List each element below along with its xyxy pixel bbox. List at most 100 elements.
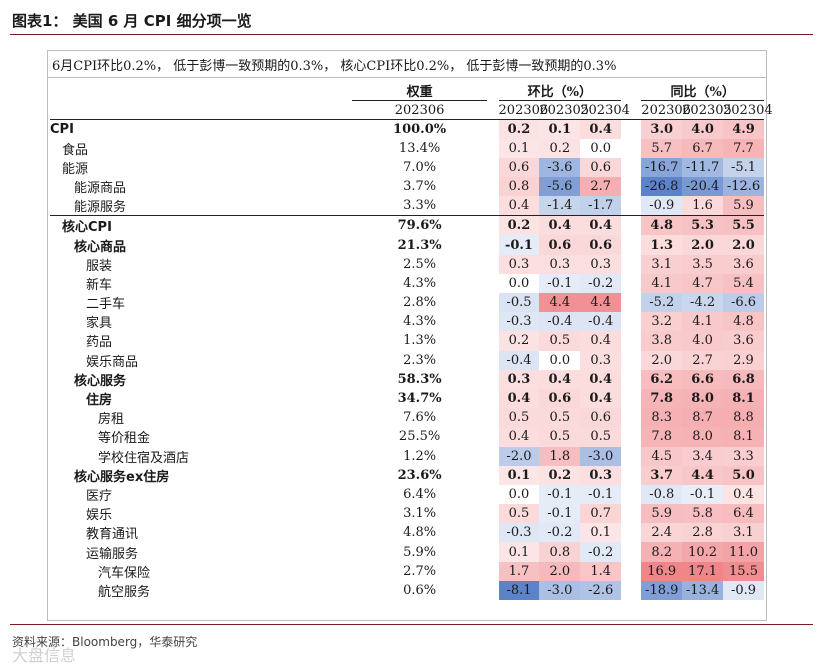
table-row: 娱乐 3.1% 0.5 -0.1 0.7 5.9 5.8 6.4 [50,504,764,524]
yoy-cell: 3.0 [641,119,683,139]
mom-cell: 0.3 [580,350,622,370]
yoy-cell: 5.3 [682,215,724,236]
table-row: CPI 100.0% 0.2 0.1 0.4 3.0 4.0 4.9 [50,119,764,139]
row-label: 核心服务ex住房 [74,469,170,485]
row-label: 核心CPI [50,215,353,236]
mom-cell: 0.5 [539,427,581,447]
yoy-cell: -5.2 [641,293,683,313]
mom-cell: 0.2 [498,215,540,236]
yoy-cell: 6.8 [723,369,764,389]
table-row: 等价租金 25.5% 0.4 0.5 0.5 7.8 8.0 8.1 [50,427,764,447]
row-label: CPI [50,119,353,139]
table-row: 食品 13.4% 0.1 0.2 0.0 5.7 6.7 7.7 [50,138,764,159]
row-weight: 0.6% [403,582,437,598]
mom-cell: 0.4 [580,369,622,389]
row-label: 食品 [62,142,89,158]
row-weight: 79.6% [352,215,487,236]
row-label: 等价租金 [98,431,151,447]
mom-cell: 0.0 [508,486,530,502]
title-rule [10,34,813,35]
mom-cell: 0.3 [498,254,540,274]
row-weight: 2.5% [403,256,437,272]
table-row: 核心商品 21.3% -0.1 0.6 0.6 1.3 2.0 2.0 [50,235,764,255]
source-note: 资料来源：Bloomberg，华泰研究 [12,635,198,649]
yoy-cell: 3.6 [723,331,764,351]
row-label: 房租 [98,412,125,428]
yoy-cell: -16.7 [641,158,683,178]
yoy-cell: 5.9 [641,504,683,524]
table-row: 医疗 6.4% 0.0 -0.1 -0.1 -0.8 -0.1 0.4 [50,484,764,505]
mom-cell: -3.6 [539,158,581,178]
mom-cell: -0.2 [580,542,622,562]
mom-cell: 0.5 [498,408,540,428]
mom-cell: 2.7 [580,177,622,197]
mom-cell: 0.1 [498,465,540,485]
header-yoy: 同比（%） [641,81,764,101]
yoy-cell: -13.4 [682,580,724,600]
yoy-cell: 2.0 [682,235,724,255]
figure-title: 图表1： 美国 6 月 CPI 细分项一览 [12,12,252,30]
yoy-cell: 3.5 [682,254,724,274]
yoy-cell: 10.2 [682,542,724,562]
yoy-cell: 4.1 [682,312,724,332]
row-label: 航空服务 [98,584,151,600]
row-weight: 1.2% [403,448,437,464]
mom-cell: 0.4 [580,331,622,351]
row-weight: 3.1% [403,506,437,522]
header-yoy-period: 202305 [682,102,732,118]
mom-cell: 0.6 [539,388,581,409]
yoy-cell: 8.1 [723,427,764,447]
mom-cell: -0.5 [498,293,540,313]
mom-cell: -5.6 [539,177,581,197]
yoy-cell: 7.8 [641,388,683,409]
yoy-cell: 3.8 [641,331,683,351]
table-row: 运输服务 5.9% 0.1 0.8 -0.2 8.2 10.2 11.0 [50,542,764,562]
table-row: 住房 34.7% 0.4 0.6 0.4 7.8 8.0 8.1 [50,388,764,409]
mom-cell: 0.5 [580,427,622,447]
mom-cell: -0.2 [580,273,622,293]
yoy-cell: 3.4 [682,446,724,466]
mom-cell: 0.4 [498,427,540,447]
yoy-cell: -0.9 [723,580,764,600]
mom-cell: 0.3 [580,465,622,485]
table-row: 能源 7.0% 0.6 -3.6 0.6 -16.7 -11.7 -5.1 [50,158,764,178]
yoy-cell: 8.8 [723,408,764,428]
row-weight: 100.0% [352,119,487,139]
table-row: 新车 4.3% 0.0 -0.1 -0.2 4.1 4.7 5.4 [50,273,764,293]
yoy-cell: -12.6 [723,177,764,197]
yoy-cell: 5.4 [723,273,764,293]
yoy-cell: -0.8 [641,484,683,505]
table-row: 二手车 2.8% -0.5 4.4 4.4 -5.2 -4.2 -6.6 [50,293,764,313]
mom-cell: -3.0 [580,446,622,466]
yoy-cell: 0.4 [723,484,764,505]
yoy-cell: 5.7 [641,138,683,159]
row-weight: 2.7% [403,563,437,579]
mom-cell: 0.3 [539,254,581,274]
mom-cell: 0.1 [539,119,581,139]
yoy-cell: 3.2 [641,312,683,332]
yoy-cell: 4.4 [682,465,724,485]
yoy-cell: 8.7 [682,408,724,428]
footer-rule [10,624,813,625]
mom-cell: 1.4 [580,561,622,581]
mom-cell: 0.0 [590,140,612,156]
yoy-cell: 4.0 [682,331,724,351]
mom-cell: 0.2 [539,138,581,159]
row-weight: 2.3% [403,352,437,368]
table-row: 学校住宿及酒店 1.2% -2.0 1.8 -3.0 4.5 3.4 3.3 [50,446,764,466]
row-label: 教育通讯 [86,527,139,543]
mom-cell: 0.8 [498,177,540,197]
mom-cell: -2.0 [498,446,540,466]
yoy-cell: 8.0 [682,388,724,409]
row-weight: 7.0% [403,160,437,176]
mom-cell: -0.3 [498,312,540,332]
mom-cell: 0.4 [539,215,581,236]
row-weight: 3.7% [403,179,437,195]
yoy-cell: 1.3 [641,235,683,255]
mom-cell: -2.6 [580,580,622,600]
yoy-cell: 4.0 [682,119,724,139]
yoy-cell: 17.1 [682,561,724,581]
row-label: 住房 [86,393,113,409]
mom-cell: 0.3 [498,369,540,389]
yoy-cell: -26.8 [641,177,683,197]
